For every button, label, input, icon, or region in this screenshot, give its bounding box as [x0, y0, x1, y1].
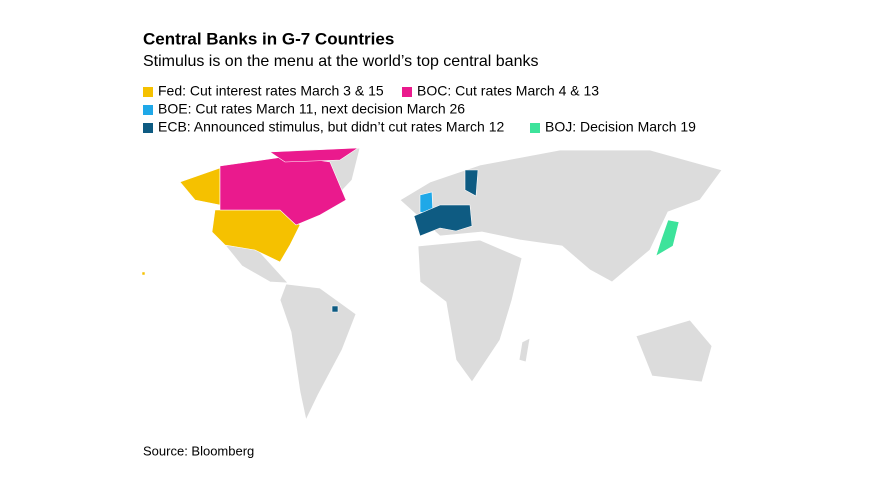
south-america: [279, 283, 357, 422]
subtitle: Stimulus is on the menu at the world’s t…: [143, 53, 538, 70]
legend-label: Fed: Cut interest rates March 3 & 15: [158, 83, 384, 99]
boj-region: [655, 219, 680, 257]
legend-swatch: [143, 87, 153, 97]
legend-swatch: [530, 123, 540, 133]
legend-label: ECB: Announced stimulus, but didn’t cut …: [158, 119, 505, 135]
title: Central Banks in G-7 Countries: [143, 29, 394, 48]
ecb-region: [331, 305, 339, 313]
legend-swatch: [143, 105, 153, 115]
legend-item: BOC: Cut rates March 4 & 13: [402, 83, 599, 99]
legend-item: BOJ: Decision March 19: [530, 119, 696, 135]
legend-item: BOE: Cut rates March 11, next decision M…: [143, 101, 465, 117]
legend-label: BOC: Cut rates March 4 & 13: [417, 83, 599, 99]
fed-region: [141, 271, 146, 276]
australia: [635, 319, 713, 383]
boc-region: [269, 147, 360, 163]
legend-swatch: [402, 87, 412, 97]
africa: [417, 239, 523, 383]
legend-swatch: [143, 123, 153, 133]
legend-item: ECB: Announced stimulus, but didn’t cut …: [143, 119, 505, 135]
ecb-region: [464, 169, 479, 197]
legend: Fed: Cut interest rates March 3 & 15 BOC:…: [143, 83, 696, 135]
central-bank-regions: [141, 147, 680, 313]
fed-region: [179, 167, 221, 206]
legend-label: BOJ: Decision March 19: [545, 119, 696, 135]
world-map: [224, 147, 723, 422]
source: Source: Bloomberg: [143, 443, 254, 458]
madagascar: [518, 337, 531, 363]
eurasia: [399, 149, 723, 283]
legend-item: Fed: Cut interest rates March 3 & 15: [143, 83, 384, 99]
legend-label: BOE: Cut rates March 11, next decision M…: [158, 101, 465, 117]
ecb-region: [413, 204, 473, 237]
